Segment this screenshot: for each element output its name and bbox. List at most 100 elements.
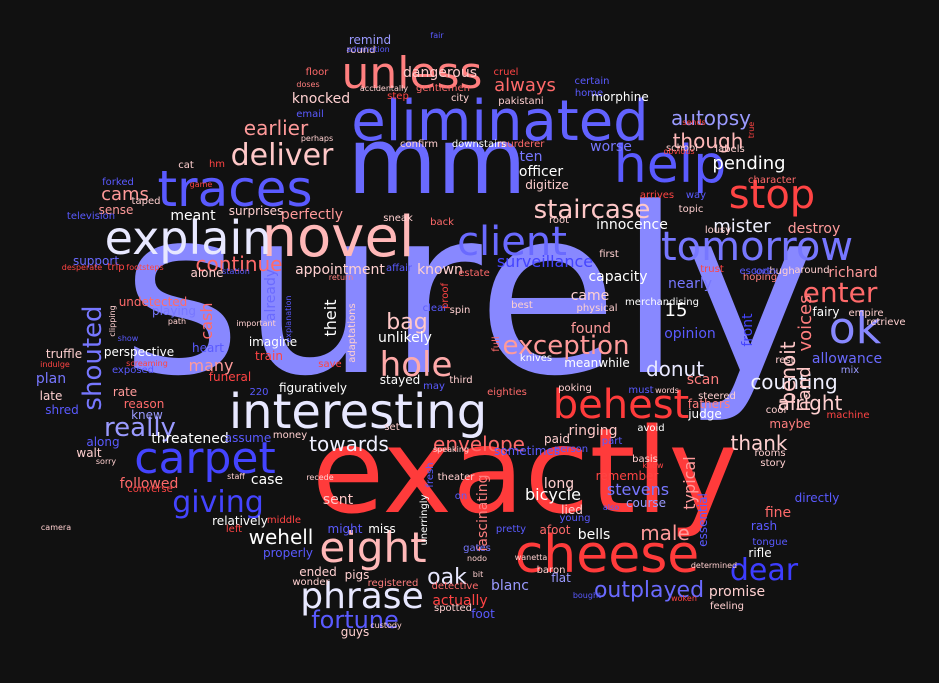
word-taped: taped [132,196,161,207]
word-staff: staff [227,472,245,481]
word-way: way [686,190,706,201]
word-alright: alright [778,391,843,415]
word-came: came [571,288,610,304]
word-clear: clear [423,303,449,314]
word-help: help [614,135,726,195]
word-client: client [457,219,567,265]
word-outplayed: outplayed [594,578,704,603]
word-fathers: fathers [688,397,730,411]
word-also: also [603,503,619,512]
word-fair: fair [430,31,444,40]
word-round: round [346,45,375,56]
word-poking: poking [558,383,592,394]
word-must: must [628,385,653,396]
word-recede: recede [306,473,333,482]
word-stop: stop [729,172,815,218]
word-case: case [251,472,283,488]
word-rifle: rifle [748,546,771,560]
word-might: might [328,522,363,536]
word-clipping: clipping [108,305,117,336]
word-cool: cool [766,405,787,416]
word-guys: guys [341,625,370,639]
word-custody: custody [370,621,402,630]
word-voices: voices [795,294,816,351]
word-bag: bag [386,310,427,335]
word-words: words [655,386,679,395]
word-though: though [673,129,744,153]
word-surely: surely [122,160,819,427]
word-deliver: deliver [231,138,334,173]
word-bells: bells [578,527,611,543]
word-desperate: desperate [62,263,102,272]
word-heart: heart [192,341,224,355]
word-stayed: stayed [380,373,420,387]
word-part: part [602,436,623,447]
word-path: path [168,317,186,326]
word-bit: bit [473,570,483,579]
word-set: set [384,422,399,433]
word-dangerous: dangerous [403,65,477,81]
word-mister: mister [713,216,771,237]
word-directly: directly [795,491,840,505]
word-morphine: morphine [591,90,649,104]
word-show: show [118,334,139,343]
word-footsteps: footsteps [126,263,163,272]
word-return: return [329,273,353,282]
word-tomorrow: tomorrow [661,224,853,270]
word-tongue: tongue [752,537,787,548]
word-converse: converse [127,484,173,495]
word-ringing: ringing [568,423,617,439]
word-sneak: sneak [383,213,413,224]
word-destroy: destroy [788,221,841,237]
word-camera: camera [41,523,71,532]
word-pakistani: pakistani [498,96,543,107]
word-foot: foot [471,607,495,621]
word-unlikely: unlikely [378,330,432,346]
word-lousy: lousy [705,225,731,236]
word-blanc: blanc [491,578,529,594]
word-sense: sense [99,203,134,217]
word-dear: dear [730,553,799,588]
word-oak: oak [427,565,467,590]
word-obvious: obvious [663,147,694,156]
word-sent: sent [323,492,354,508]
word-retrieve: retrieve [866,317,905,328]
word-hugh: hugh [769,266,794,277]
word-physical: physical [577,303,618,314]
word-person: person [554,444,588,455]
word-staircase: staircase [534,195,651,225]
word-stevens: stevens [607,480,669,499]
word-proof: proof [440,283,451,309]
word-baron: baron [537,565,566,576]
word-best: best [511,300,533,311]
word-long: long [544,476,574,492]
word-220: 220 [249,387,268,398]
word-opinion: opinion [664,326,716,342]
word-character: character [748,175,797,186]
word-back: back [430,217,454,228]
word-left: left [226,524,242,535]
word-knives: knives [520,353,552,364]
word-first: first [599,249,619,260]
word-donut: donut [646,357,704,381]
word-unerringly: unerringly [419,494,430,545]
word-money: money [273,430,307,441]
word-many: many [189,356,234,375]
word-nodo: nodo [467,554,487,563]
word-maybe: maybe [769,417,810,431]
word-perhaps: perhaps [301,134,333,143]
word-ten: ten [520,149,543,165]
word-typical: typical [680,456,699,509]
word-capacity: capacity [588,269,647,285]
word-fine: fine [765,505,791,521]
word-indulge: indulge [40,360,70,369]
word-know: know [642,461,664,470]
word-explain: explain [105,211,272,265]
word-spotted: spotted [434,603,472,614]
word-rash: rash [751,519,777,533]
word-figuratively: figuratively [279,381,347,395]
word-shouted: shouted [78,305,108,410]
word-paid: paid [544,432,570,446]
word-rate: rate [113,385,137,399]
word-theater: theater [438,472,476,483]
